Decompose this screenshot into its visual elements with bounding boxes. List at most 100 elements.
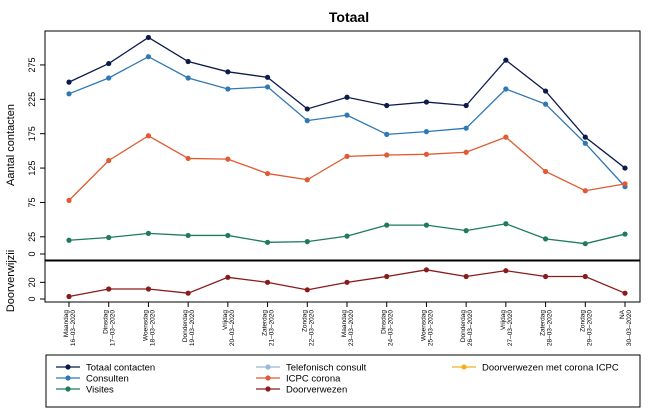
- top-y-tick-label: 125: [27, 161, 37, 176]
- x-tick-label: Zaterdag28–03–2020: [540, 310, 554, 347]
- legend-swatch-point-consulten: [65, 375, 71, 381]
- bottom-data-point-doorverwezen: [225, 274, 231, 280]
- top-data-point-icpc-corona: [225, 156, 231, 162]
- bottom-data-point-doorverwezen: [264, 279, 271, 285]
- top-series-line-icpc-corona: [68, 134, 626, 201]
- bottom-data-point-doorverwezen: [582, 273, 588, 280]
- x-tick-label: Dinsdag24–03–2020: [381, 310, 395, 347]
- top-y-tick-label: 25: [27, 232, 37, 242]
- top-data-point-totaal-contacten: [384, 102, 390, 109]
- legend-swatch-point-telefonisch-consult: [265, 364, 271, 370]
- top-data-point-icpc-corona: [106, 157, 112, 164]
- top-data-point-visites: [384, 222, 390, 228]
- top-data-point-visites: [66, 237, 72, 243]
- top-data-point-icpc-corona: [503, 134, 509, 140]
- x-tick-label: Donderdag19–03–2020: [182, 310, 196, 347]
- top-data-point-icpc-corona: [463, 149, 469, 155]
- x-tick-label: Zondag29–03–2020: [579, 310, 593, 347]
- top-data-point-visites: [582, 241, 588, 247]
- top-series-group: [66, 34, 628, 247]
- top-data-point-visites: [463, 228, 469, 234]
- bottom-y-tick-label: 20: [27, 277, 37, 287]
- top-data-point-visites: [264, 239, 271, 245]
- bottom-data-point-doorverwezen: [503, 268, 509, 274]
- top-y-tick-label: 75: [27, 197, 37, 207]
- top-data-point-icpc-corona: [264, 170, 271, 177]
- top-y-axis: 0 25 75 125 175 225 275: [27, 57, 45, 257]
- top-data-point-visites: [304, 239, 310, 245]
- top-data-point-visites: [542, 236, 549, 242]
- top-y-axis-label: Aantal contacten: [5, 104, 17, 186]
- top-data-point-icpc-corona: [145, 133, 152, 139]
- x-tick-label: Vrijdag27–03–2020: [500, 310, 514, 347]
- top-data-point-visites: [185, 232, 191, 239]
- bottom-data-point-doorverwezen: [185, 290, 191, 296]
- top-data-point-consulten: [106, 75, 112, 81]
- top-data-point-visites: [145, 230, 152, 236]
- bottom-data-point-doorverwezen: [106, 286, 112, 292]
- top-panel: 0 25 75 125 175 225 275 Aantal contacten: [5, 30, 641, 261]
- legend-label-telefonisch-consult: Telefonisch consult: [286, 363, 367, 374]
- bottom-data-point-doorverwezen: [384, 273, 390, 280]
- legend-swatch-point-doorverwezen-met-corona-icpc: [461, 364, 467, 370]
- top-data-point-visites: [225, 232, 231, 239]
- top-data-point-icpc-corona: [304, 177, 310, 183]
- top-data-point-consulten: [542, 101, 549, 107]
- top-data-point-icpc-corona: [582, 188, 588, 194]
- x-tick-label: Maandag23–03–2020: [341, 310, 355, 347]
- x-tick-label: Woensdag25–03–2020: [420, 310, 434, 347]
- top-data-point-consulten: [185, 75, 191, 81]
- top-data-point-consulten: [304, 118, 310, 124]
- top-data-point-totaal-contacten: [463, 102, 469, 109]
- top-y-tick-label: 275: [27, 57, 37, 72]
- top-data-point-icpc-corona: [384, 152, 390, 158]
- top-data-point-consulten: [384, 131, 390, 137]
- top-data-point-totaal-contacten: [542, 88, 549, 94]
- legend-label-icpc-corona: ICPC corona: [286, 374, 341, 385]
- top-data-point-visites: [344, 233, 350, 239]
- top-data-point-consulten: [503, 86, 509, 92]
- top-data-point-visites: [106, 234, 112, 241]
- x-tick-label: NA30–03–2020: [619, 309, 633, 346]
- x-tick-label: Vrijdag20–03–2020: [222, 310, 236, 347]
- top-data-point-totaal-contacten: [622, 165, 628, 171]
- top-y-tick-label: 0: [27, 251, 37, 256]
- top-data-point-consulten: [423, 129, 430, 135]
- legend-label-visites: Visites: [86, 385, 114, 396]
- top-data-point-icpc-corona: [344, 153, 350, 159]
- top-data-point-consulten: [145, 54, 152, 60]
- bottom-y-axis: 0 20: [27, 277, 45, 302]
- top-data-point-totaal-contacten: [66, 79, 72, 85]
- top-data-point-totaal-contacten: [185, 58, 191, 65]
- bottom-series-group: [66, 267, 628, 300]
- top-data-point-totaal-contacten: [145, 34, 152, 41]
- top-data-point-icpc-corona: [622, 181, 628, 187]
- chart-title: Totaal: [329, 9, 369, 25]
- bottom-plot-frame: [44, 260, 641, 303]
- legend-swatch-point-doorverwezen: [265, 386, 271, 392]
- bottom-data-point-doorverwezen: [344, 279, 350, 285]
- x-tick-label: Maandag16–03–2020: [63, 310, 77, 347]
- top-data-point-consulten: [344, 112, 350, 118]
- bottom-data-point-doorverwezen: [463, 273, 469, 280]
- legend-swatch-point-visites: [65, 386, 71, 392]
- top-data-point-consulten: [66, 91, 72, 97]
- top-data-point-totaal-contacten: [423, 99, 430, 105]
- top-data-point-consulten: [463, 125, 469, 131]
- legend-label-consulten: Consulten: [86, 374, 129, 385]
- bottom-data-point-doorverwezen: [145, 286, 152, 292]
- top-data-point-consulten: [264, 84, 271, 90]
- x-tick-label: Woensdag18–03–2020: [142, 310, 156, 347]
- bottom-data-point-doorverwezen: [304, 287, 310, 293]
- x-tick-label: Donderdag26–03–2020: [460, 310, 474, 347]
- top-y-tick-label: 225: [27, 92, 37, 107]
- top-data-point-totaal-contacten: [264, 74, 271, 80]
- top-data-point-consulten: [225, 86, 231, 92]
- top-data-point-totaal-contacten: [106, 60, 112, 67]
- top-data-point-consulten: [582, 140, 588, 146]
- top-data-point-icpc-corona: [423, 151, 430, 157]
- legend-label-totaal-contacten: Totaal contacten: [86, 363, 155, 374]
- x-axis: Maandag16–03–2020 Dinsdag17–03–2020 Woensd…: [63, 302, 633, 346]
